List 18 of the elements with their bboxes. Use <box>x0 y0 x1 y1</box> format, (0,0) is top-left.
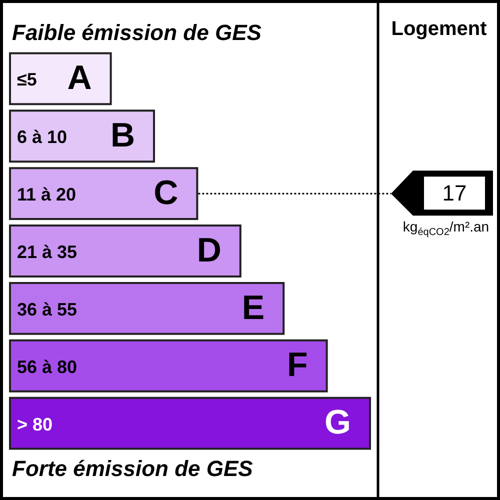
annotation: 56 à 80 <box>17 356 78 377</box>
text: Forte émission de GES <box>12 456 254 481</box>
y-tick-label: F <box>287 346 308 384</box>
annotation: 6 à 10 <box>17 127 68 148</box>
y-tick-label: D <box>196 231 222 270</box>
y-tick-label: B <box>110 116 135 155</box>
annotation: 11 à 20 <box>17 184 76 205</box>
ref-line-label: 17 <box>442 180 467 206</box>
y-tick-label: C <box>154 174 178 212</box>
y-tick-label: G <box>324 404 351 442</box>
y-tick-label: A <box>67 59 92 98</box>
text: Logement <box>391 18 488 40</box>
annotation: > 80 <box>17 414 53 434</box>
annotation: 36 à 55 <box>17 299 78 320</box>
chart-title: Faible émission de GES <box>12 20 262 45</box>
y-tick-label: E <box>242 288 265 327</box>
annotation: 21 à 35 <box>17 242 78 262</box>
annotation: ≤5 <box>17 70 37 90</box>
